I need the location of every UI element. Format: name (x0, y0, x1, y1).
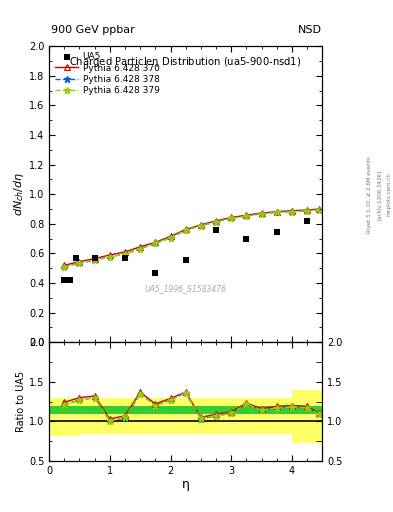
Pythia 6.428 378 (153, 240, 158, 246)
Pythia 6.428 378 (77, 260, 82, 266)
UA5 (213, 226, 219, 234)
Pythia 6.428 370 (214, 218, 219, 224)
UA5 (92, 254, 98, 262)
Pythia 6.428 379 (153, 240, 158, 246)
Pythia 6.428 379 (290, 208, 294, 215)
Pythia 6.428 370 (153, 239, 158, 245)
Pythia 6.428 370 (198, 222, 203, 228)
Pythia 6.428 378 (229, 215, 233, 221)
Pythia 6.428 370 (107, 252, 112, 258)
UA5 (274, 228, 280, 236)
Pythia 6.428 378 (107, 253, 112, 260)
Pythia 6.428 378 (317, 207, 321, 213)
Pythia 6.428 370 (183, 226, 188, 232)
Pythia 6.428 370 (305, 207, 309, 213)
Pythia 6.428 370 (77, 259, 82, 265)
Pythia 6.428 379 (107, 253, 112, 260)
Pythia 6.428 370 (259, 210, 264, 216)
Pythia 6.428 378 (92, 257, 97, 263)
Line: Pythia 6.428 370: Pythia 6.428 370 (62, 206, 322, 268)
Pythia 6.428 378 (274, 209, 279, 216)
Pythia 6.428 370 (317, 206, 321, 212)
Pythia 6.428 378 (138, 246, 143, 252)
Pythia 6.428 370 (62, 262, 67, 268)
Line: Pythia 6.428 379: Pythia 6.428 379 (61, 206, 323, 270)
Pythia 6.428 379 (198, 223, 203, 229)
Pythia 6.428 379 (62, 264, 67, 270)
UA5 (152, 269, 158, 277)
UA5 (304, 217, 310, 225)
Pythia 6.428 370 (92, 255, 97, 262)
Text: mcplots.cern.ch: mcplots.cern.ch (387, 173, 391, 217)
Pythia 6.428 378 (123, 251, 127, 257)
Pythia 6.428 379 (168, 234, 173, 241)
Pythia 6.428 379 (183, 227, 188, 233)
Pythia 6.428 370 (244, 212, 249, 218)
Pythia 6.428 379 (77, 260, 82, 266)
Pythia 6.428 379 (123, 251, 127, 257)
Pythia 6.428 379 (138, 246, 143, 252)
Pythia 6.428 378 (244, 213, 249, 219)
Pythia 6.428 378 (259, 210, 264, 217)
Pythia 6.428 378 (290, 208, 294, 215)
Text: [arXiv:1306.3436]: [arXiv:1306.3436] (377, 169, 382, 220)
Pythia 6.428 370 (123, 249, 127, 255)
Legend: UA5, Pythia 6.428 370, Pythia 6.428 378, Pythia 6.428 379: UA5, Pythia 6.428 370, Pythia 6.428 378,… (53, 50, 162, 98)
Text: UA5_1996_S1583476: UA5_1996_S1583476 (145, 285, 227, 293)
Pythia 6.428 370 (138, 244, 143, 250)
Y-axis label: Ratio to UA5: Ratio to UA5 (16, 371, 26, 432)
Pythia 6.428 378 (168, 234, 173, 241)
Pythia 6.428 379 (214, 219, 219, 225)
Text: NSD: NSD (298, 25, 322, 35)
Text: 900 GeV ppbar: 900 GeV ppbar (51, 25, 135, 35)
UA5 (67, 276, 73, 284)
UA5 (182, 256, 189, 264)
Pythia 6.428 379 (305, 208, 309, 214)
Pythia 6.428 370 (290, 207, 294, 214)
Text: Rivet 3.1.10, ≥ 2.6M events: Rivet 3.1.10, ≥ 2.6M events (367, 156, 372, 233)
Pythia 6.428 379 (317, 207, 321, 213)
Pythia 6.428 370 (168, 233, 173, 240)
Y-axis label: $dN_{ch}/d\eta$: $dN_{ch}/d\eta$ (12, 172, 26, 217)
Text: Charged Particleη Distribution $\mathregular{}$(ua5-900-nsd1): Charged Particleη Distribution $\mathreg… (70, 55, 302, 69)
Pythia 6.428 370 (229, 215, 233, 221)
Pythia 6.428 378 (183, 227, 188, 233)
UA5 (61, 276, 68, 284)
UA5 (243, 236, 250, 244)
Pythia 6.428 379 (244, 213, 249, 219)
Pythia 6.428 379 (92, 257, 97, 263)
Pythia 6.428 379 (259, 210, 264, 217)
X-axis label: η: η (182, 478, 190, 492)
Pythia 6.428 378 (305, 208, 309, 214)
Pythia 6.428 379 (229, 215, 233, 221)
UA5 (122, 254, 128, 262)
Pythia 6.428 370 (274, 208, 279, 215)
Pythia 6.428 378 (214, 219, 219, 225)
Pythia 6.428 378 (198, 223, 203, 229)
Pythia 6.428 378 (62, 264, 67, 270)
Pythia 6.428 379 (274, 209, 279, 216)
Line: Pythia 6.428 378: Pythia 6.428 378 (61, 206, 323, 270)
UA5 (73, 254, 80, 262)
